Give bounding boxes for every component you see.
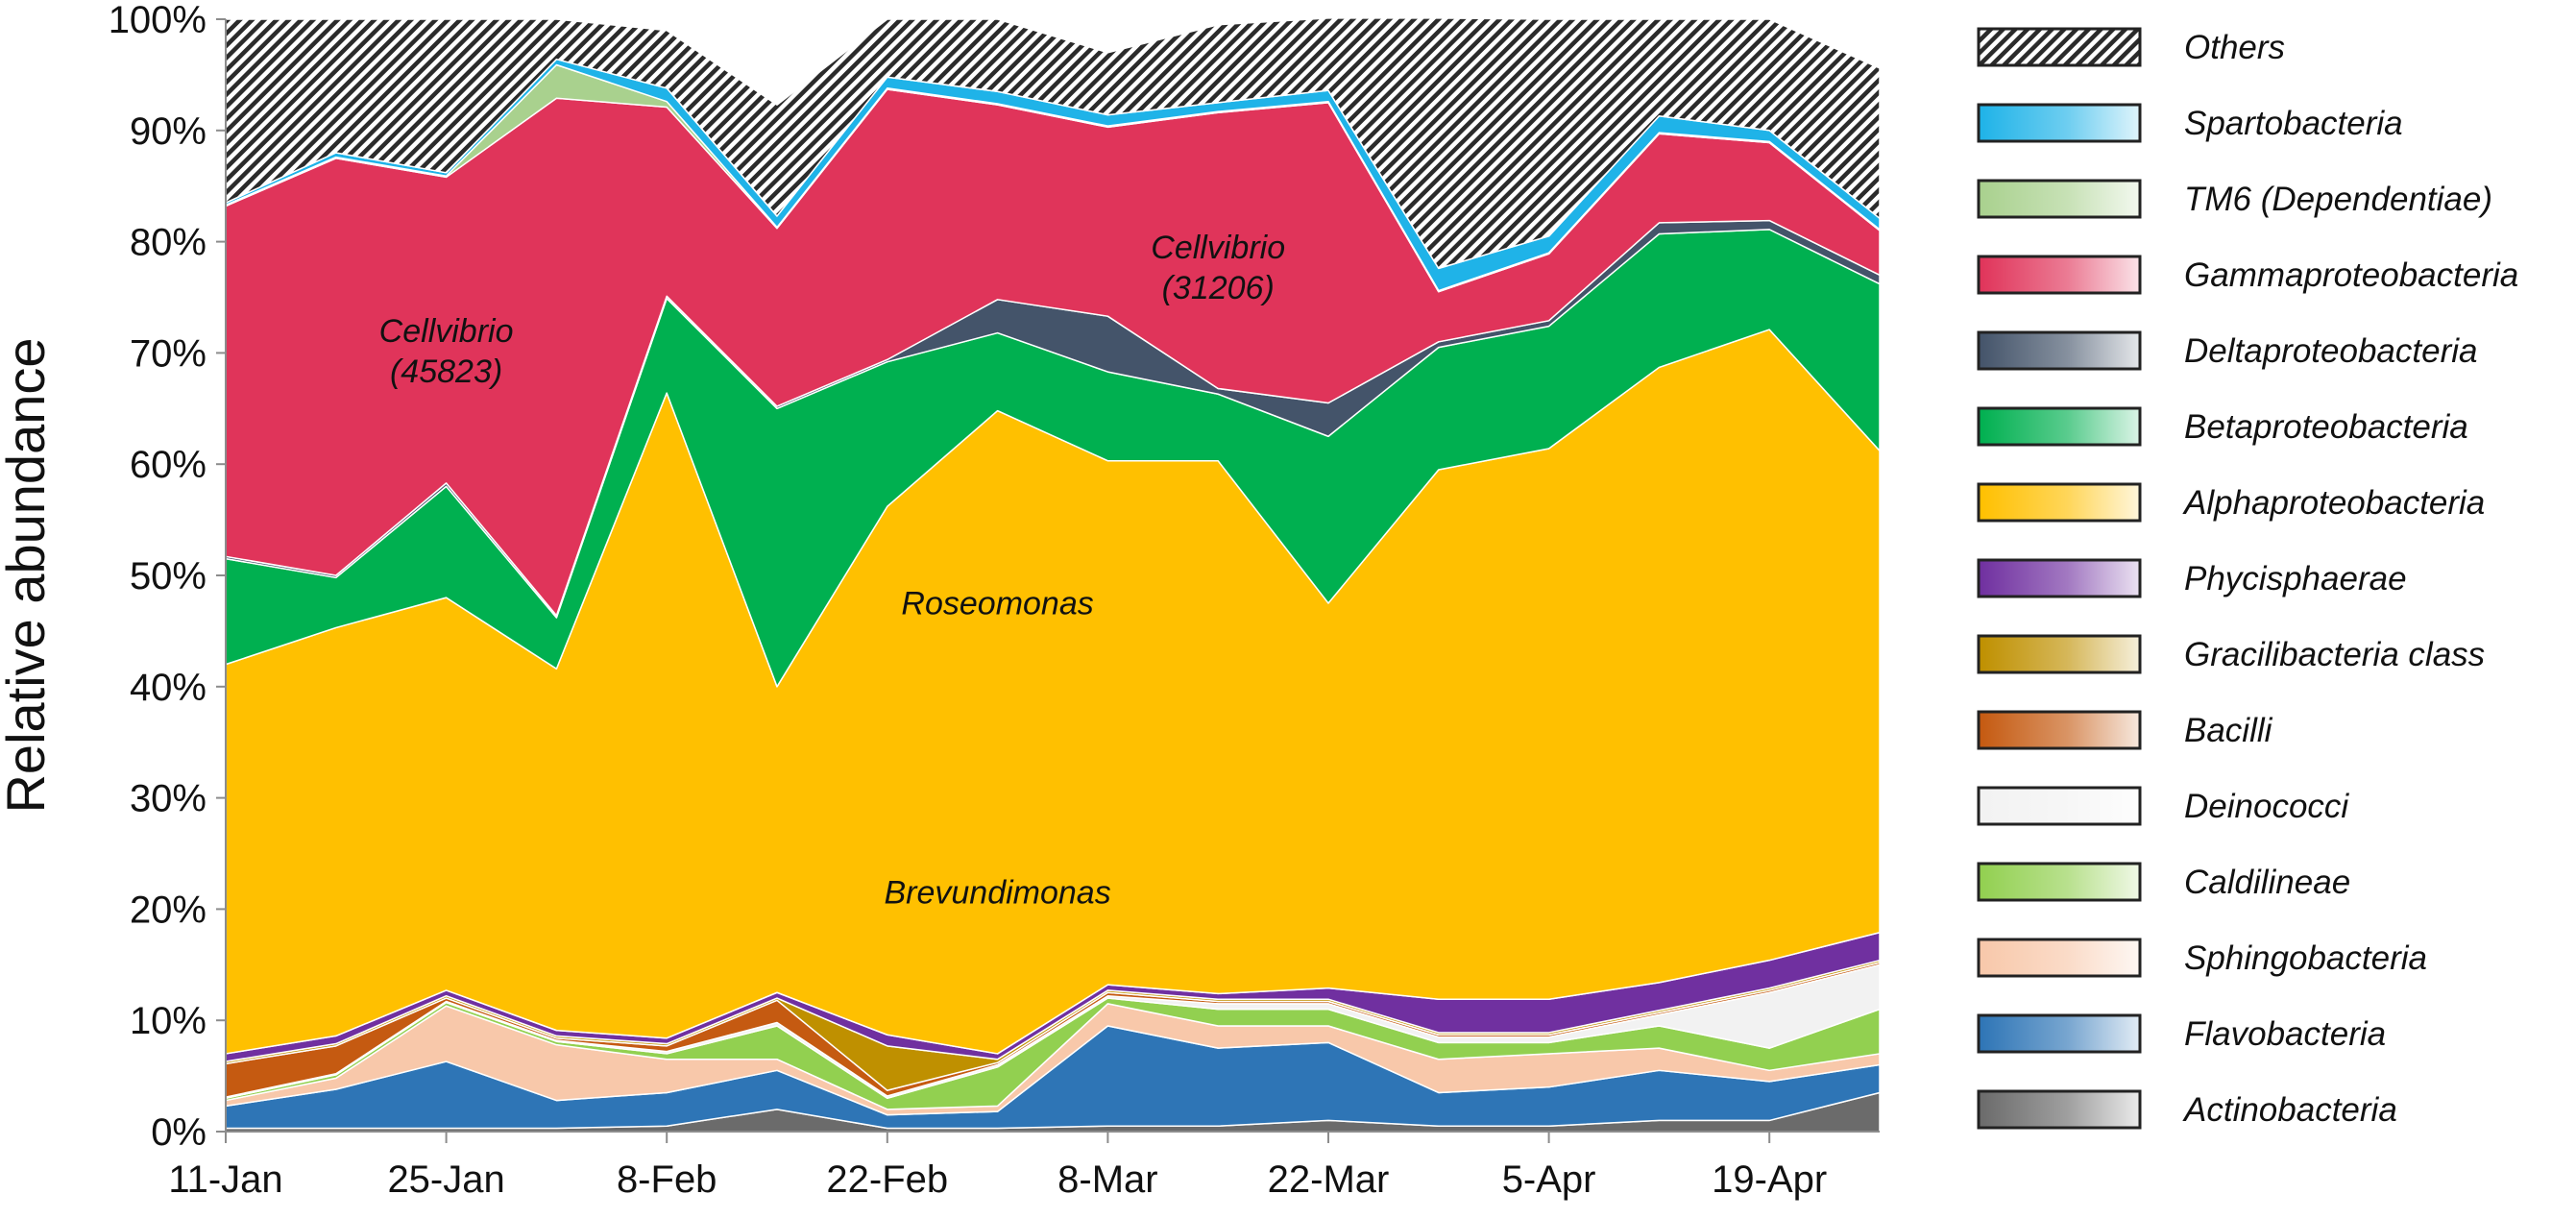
y-axis-title: Relative abundance [0, 337, 56, 813]
legend-label: Sphingobacteria [2184, 939, 2427, 977]
annotation-roseomonas: Roseomonas [901, 586, 1093, 622]
axes: 0% 10% 20% 30% 40% 50% 60% 70% 80% 90% 100% 11-Jan 2… [0, 0, 1880, 1201]
legend-swatch-sheen [1980, 865, 2139, 899]
annotation-brevundimonas: Brevundimonas [884, 875, 1110, 912]
legend-label: Gracilibacteria class [2184, 636, 2485, 673]
legend-item-gammaproteobacteria: Gammaproteobacteria [1977, 255, 2518, 295]
y-tick-label: 30% [130, 778, 207, 820]
legend-item-spartobacteria: Spartobacteria [1977, 103, 2403, 143]
x-tick-label: 19-Apr [1712, 1158, 1827, 1201]
legend-item-deinococci: Deinococci [1977, 786, 2349, 826]
legend-item-phycisphaerae: Phycisphaerae [1977, 558, 2407, 598]
legend-swatch-sheen [1980, 789, 2139, 823]
area-series-group [225, 17, 1881, 1133]
legend-label: Spartobacteria [2184, 105, 2403, 142]
x-tick-label: 5-Apr [1502, 1158, 1596, 1201]
legend-swatch-sheen [1980, 561, 2139, 596]
legend-item-alphaproteobacteria: Alphaproteobacteria [1977, 482, 2485, 523]
legend-swatch-sheen [1980, 333, 2139, 368]
annotations: Cellvibrio (45823) Cellvibrio (31206) Roseom… [379, 230, 1285, 912]
y-tick-label: 20% [130, 889, 207, 931]
legend-item-sphingobacteria: Sphingobacteria [1977, 938, 2427, 978]
legend-swatch [1977, 27, 2142, 67]
legend-label: Alphaproteobacteria [2182, 484, 2485, 522]
legend-label: Flavobacteria [2184, 1015, 2386, 1053]
legend: Others Spartobacteria TM6 (Dependentiae) Ga… [1977, 27, 2518, 1130]
y-tick-label: 90% [130, 110, 207, 153]
legend-item-tm6-dependentiae: TM6 (Dependentiae) [1977, 179, 2492, 219]
legend-label: Gammaproteobacteria [2184, 256, 2518, 294]
x-tick-label: 25-Jan [387, 1158, 504, 1201]
legend-label: Phycisphaerae [2184, 560, 2407, 597]
annotation-cellvibrio-45823: Cellvibrio (45823) [379, 313, 514, 390]
legend-label: TM6 (Dependentiae) [2184, 181, 2492, 218]
y-tick-label: 0% [151, 1111, 207, 1154]
legend-swatch-sheen [1980, 940, 2139, 975]
x-tick-label: 8-Feb [617, 1158, 717, 1201]
x-tick-label: 8-Mar [1057, 1158, 1157, 1201]
y-tick-label: 40% [130, 667, 207, 709]
y-tick-label: 50% [130, 555, 207, 597]
legend-label: Actinobacteria [2182, 1091, 2397, 1129]
legend-item-flavobacteria: Flavobacteria [1977, 1013, 2386, 1054]
legend-swatch-sheen [1980, 713, 2139, 747]
y-tick-label: 60% [130, 444, 207, 486]
y-tick-label: 80% [130, 222, 207, 264]
legend-item-deltaproteobacteria: Deltaproteobacteria [1977, 330, 2477, 371]
y-tick-label: 70% [130, 332, 207, 375]
legend-label: Others [2184, 29, 2285, 66]
y-tick-label: 10% [130, 1000, 207, 1042]
x-tick-label: 22-Mar [1268, 1158, 1390, 1201]
area-others [225, 17, 1881, 270]
legend-swatch-sheen [1980, 485, 2139, 520]
y-tick-label: 100% [109, 0, 207, 41]
annotation-cellvibrio-31206: Cellvibrio (31206) [1151, 230, 1285, 306]
legend-swatch-sheen [1980, 182, 2139, 216]
legend-item-caldilineae: Caldilineae [1977, 862, 2350, 902]
legend-swatch-sheen [1980, 1092, 2139, 1127]
legend-label: Deltaproteobacteria [2184, 332, 2477, 370]
legend-item-actinobacteria: Actinobacteria [1977, 1089, 2397, 1130]
legend-label: Bacilli [2184, 712, 2273, 749]
legend-swatch-sheen [1980, 409, 2139, 444]
legend-label: Deinococci [2184, 788, 2349, 825]
legend-swatch-sheen [1980, 257, 2139, 292]
legend-label: Betaproteobacteria [2184, 408, 2468, 446]
legend-item-bacilli: Bacilli [1977, 710, 2273, 750]
legend-item-gracilibacteria-class: Gracilibacteria class [1977, 634, 2485, 674]
x-tick-label: 22-Feb [826, 1158, 948, 1201]
legend-swatch-sheen [1980, 1016, 2139, 1051]
x-tick-label: 11-Jan [168, 1158, 282, 1201]
legend-swatch-sheen [1980, 637, 2139, 671]
legend-swatch-sheen [1980, 106, 2139, 140]
legend-item-others: Others [1977, 27, 2285, 67]
legend-item-betaproteobacteria: Betaproteobacteria [1977, 406, 2468, 447]
legend-label: Caldilineae [2184, 864, 2350, 901]
